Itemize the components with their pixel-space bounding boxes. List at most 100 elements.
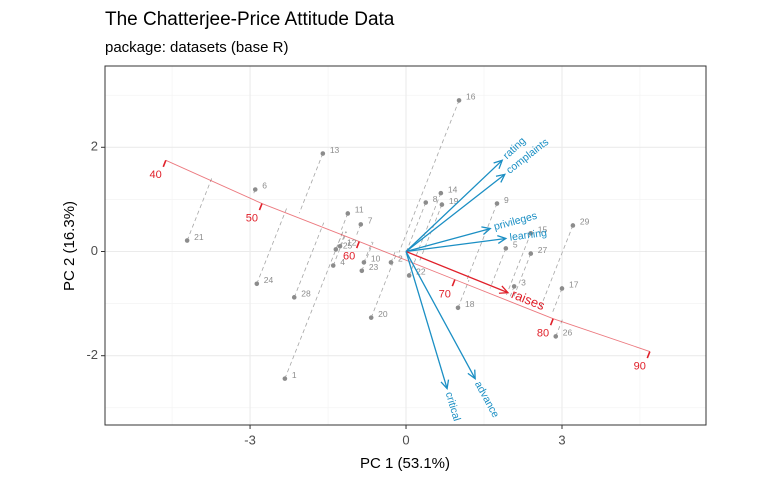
projection-line [551, 288, 563, 314]
loading-label: critical [443, 391, 463, 423]
arrow-head [498, 285, 510, 294]
projection-line [332, 231, 347, 266]
observation-label: 21 [194, 232, 204, 242]
observation-label: 11 [355, 205, 364, 215]
arrow-head [481, 226, 492, 235]
loading-arrow [405, 251, 476, 380]
observation-label: 24 [264, 275, 274, 285]
observation-point [503, 246, 509, 251]
arrow-head [467, 369, 476, 380]
calibration-tick [646, 351, 651, 359]
projection-line [363, 241, 373, 263]
loading-arrow [405, 173, 506, 253]
observation-point [559, 286, 565, 291]
observation-label: 26 [563, 328, 573, 338]
observation-label: 18 [465, 299, 475, 309]
projection-line [489, 248, 507, 289]
calibration-tick-label: 50 [246, 212, 258, 224]
observation-point [553, 334, 559, 339]
observation-label: 3 [521, 278, 526, 288]
observation-label: 29 [580, 217, 590, 227]
observation-label: 12 [347, 238, 357, 248]
loading-arrow [405, 250, 510, 294]
calibration-tick-label: 80 [537, 328, 549, 340]
calibration-axis [165, 159, 650, 352]
observation-label: 2 [398, 254, 403, 264]
projection-line [298, 153, 324, 214]
observation-label: 9 [504, 195, 509, 205]
observation-point [368, 315, 374, 320]
calibration-tick [355, 241, 360, 249]
observation-label: 10 [371, 254, 381, 264]
observation-label: 20 [378, 309, 388, 319]
calibration-tick-label: 40 [150, 169, 162, 181]
observation-point [388, 260, 394, 265]
arrow-head [493, 159, 504, 169]
loading-arrow [405, 235, 508, 253]
arrow-shaft [405, 227, 491, 253]
observation-point [330, 263, 336, 268]
y-tick-label: 0 [91, 243, 98, 258]
observation-label: 13 [330, 145, 340, 155]
observation-point [252, 187, 258, 192]
y-axis-title: PC 2 (16.3%) [61, 201, 78, 291]
y-tick-label: -2 [86, 347, 98, 362]
observation-point [361, 260, 367, 265]
observation-point [494, 201, 500, 206]
projection-line [341, 213, 349, 230]
observation-label: 28 [301, 289, 311, 299]
projection-line [256, 207, 288, 284]
observation-point [291, 295, 297, 300]
chart-subtitle: package: datasets (base R) [105, 39, 288, 56]
projection-line [555, 317, 564, 337]
observation-point [511, 284, 517, 289]
observation-label: 5 [513, 240, 518, 250]
observation-label: 19 [449, 196, 459, 206]
observation-point [528, 251, 534, 256]
observation-point [358, 222, 364, 227]
arrow-shaft [405, 173, 506, 253]
observation-point [184, 238, 190, 243]
observation-label: 8 [433, 194, 438, 204]
observation-label: 23 [369, 262, 379, 272]
observation-label: 25 [343, 241, 353, 251]
observation-label: 22 [416, 267, 426, 277]
projection-line [361, 242, 374, 271]
arrow-head [495, 173, 506, 183]
observation-point [438, 190, 444, 196]
arrow-head [497, 235, 508, 244]
loading-label: learning [509, 227, 548, 244]
x-tick-label: -3 [244, 432, 256, 447]
observation-point [528, 230, 534, 236]
calibration-tick-label: 70 [439, 289, 451, 301]
calibration-tick-label: 90 [634, 360, 646, 372]
arrow-shaft [405, 251, 448, 389]
observation-point [254, 281, 260, 287]
y-tick-label: 2 [91, 139, 98, 154]
arrow-shaft [405, 237, 506, 253]
projection-line [408, 258, 417, 276]
projection-line [398, 100, 460, 253]
observation-label: 1 [292, 370, 297, 380]
loading-label: advance [472, 379, 502, 420]
panel-border [104, 65, 707, 426]
observation-point [455, 305, 461, 311]
observation-point [333, 247, 339, 252]
x-axis-title: PC 1 (53.1%) [360, 455, 450, 472]
loading-arrow [405, 251, 450, 390]
projection-line [339, 231, 347, 247]
arrow-shaft [405, 250, 509, 294]
observation-point [570, 223, 576, 228]
projection-line [284, 230, 344, 379]
observation-label: 27 [538, 245, 548, 255]
arrow-head [440, 379, 450, 390]
x-tick-label: 0 [402, 432, 409, 447]
calibration-tick-label: 60 [343, 251, 355, 263]
observation-point [456, 98, 462, 103]
arrow-shaft [405, 251, 476, 379]
calibration-tick [451, 279, 456, 287]
projection-line [404, 202, 427, 255]
calibration-tick [258, 203, 263, 211]
arrow-shaft [405, 159, 503, 252]
